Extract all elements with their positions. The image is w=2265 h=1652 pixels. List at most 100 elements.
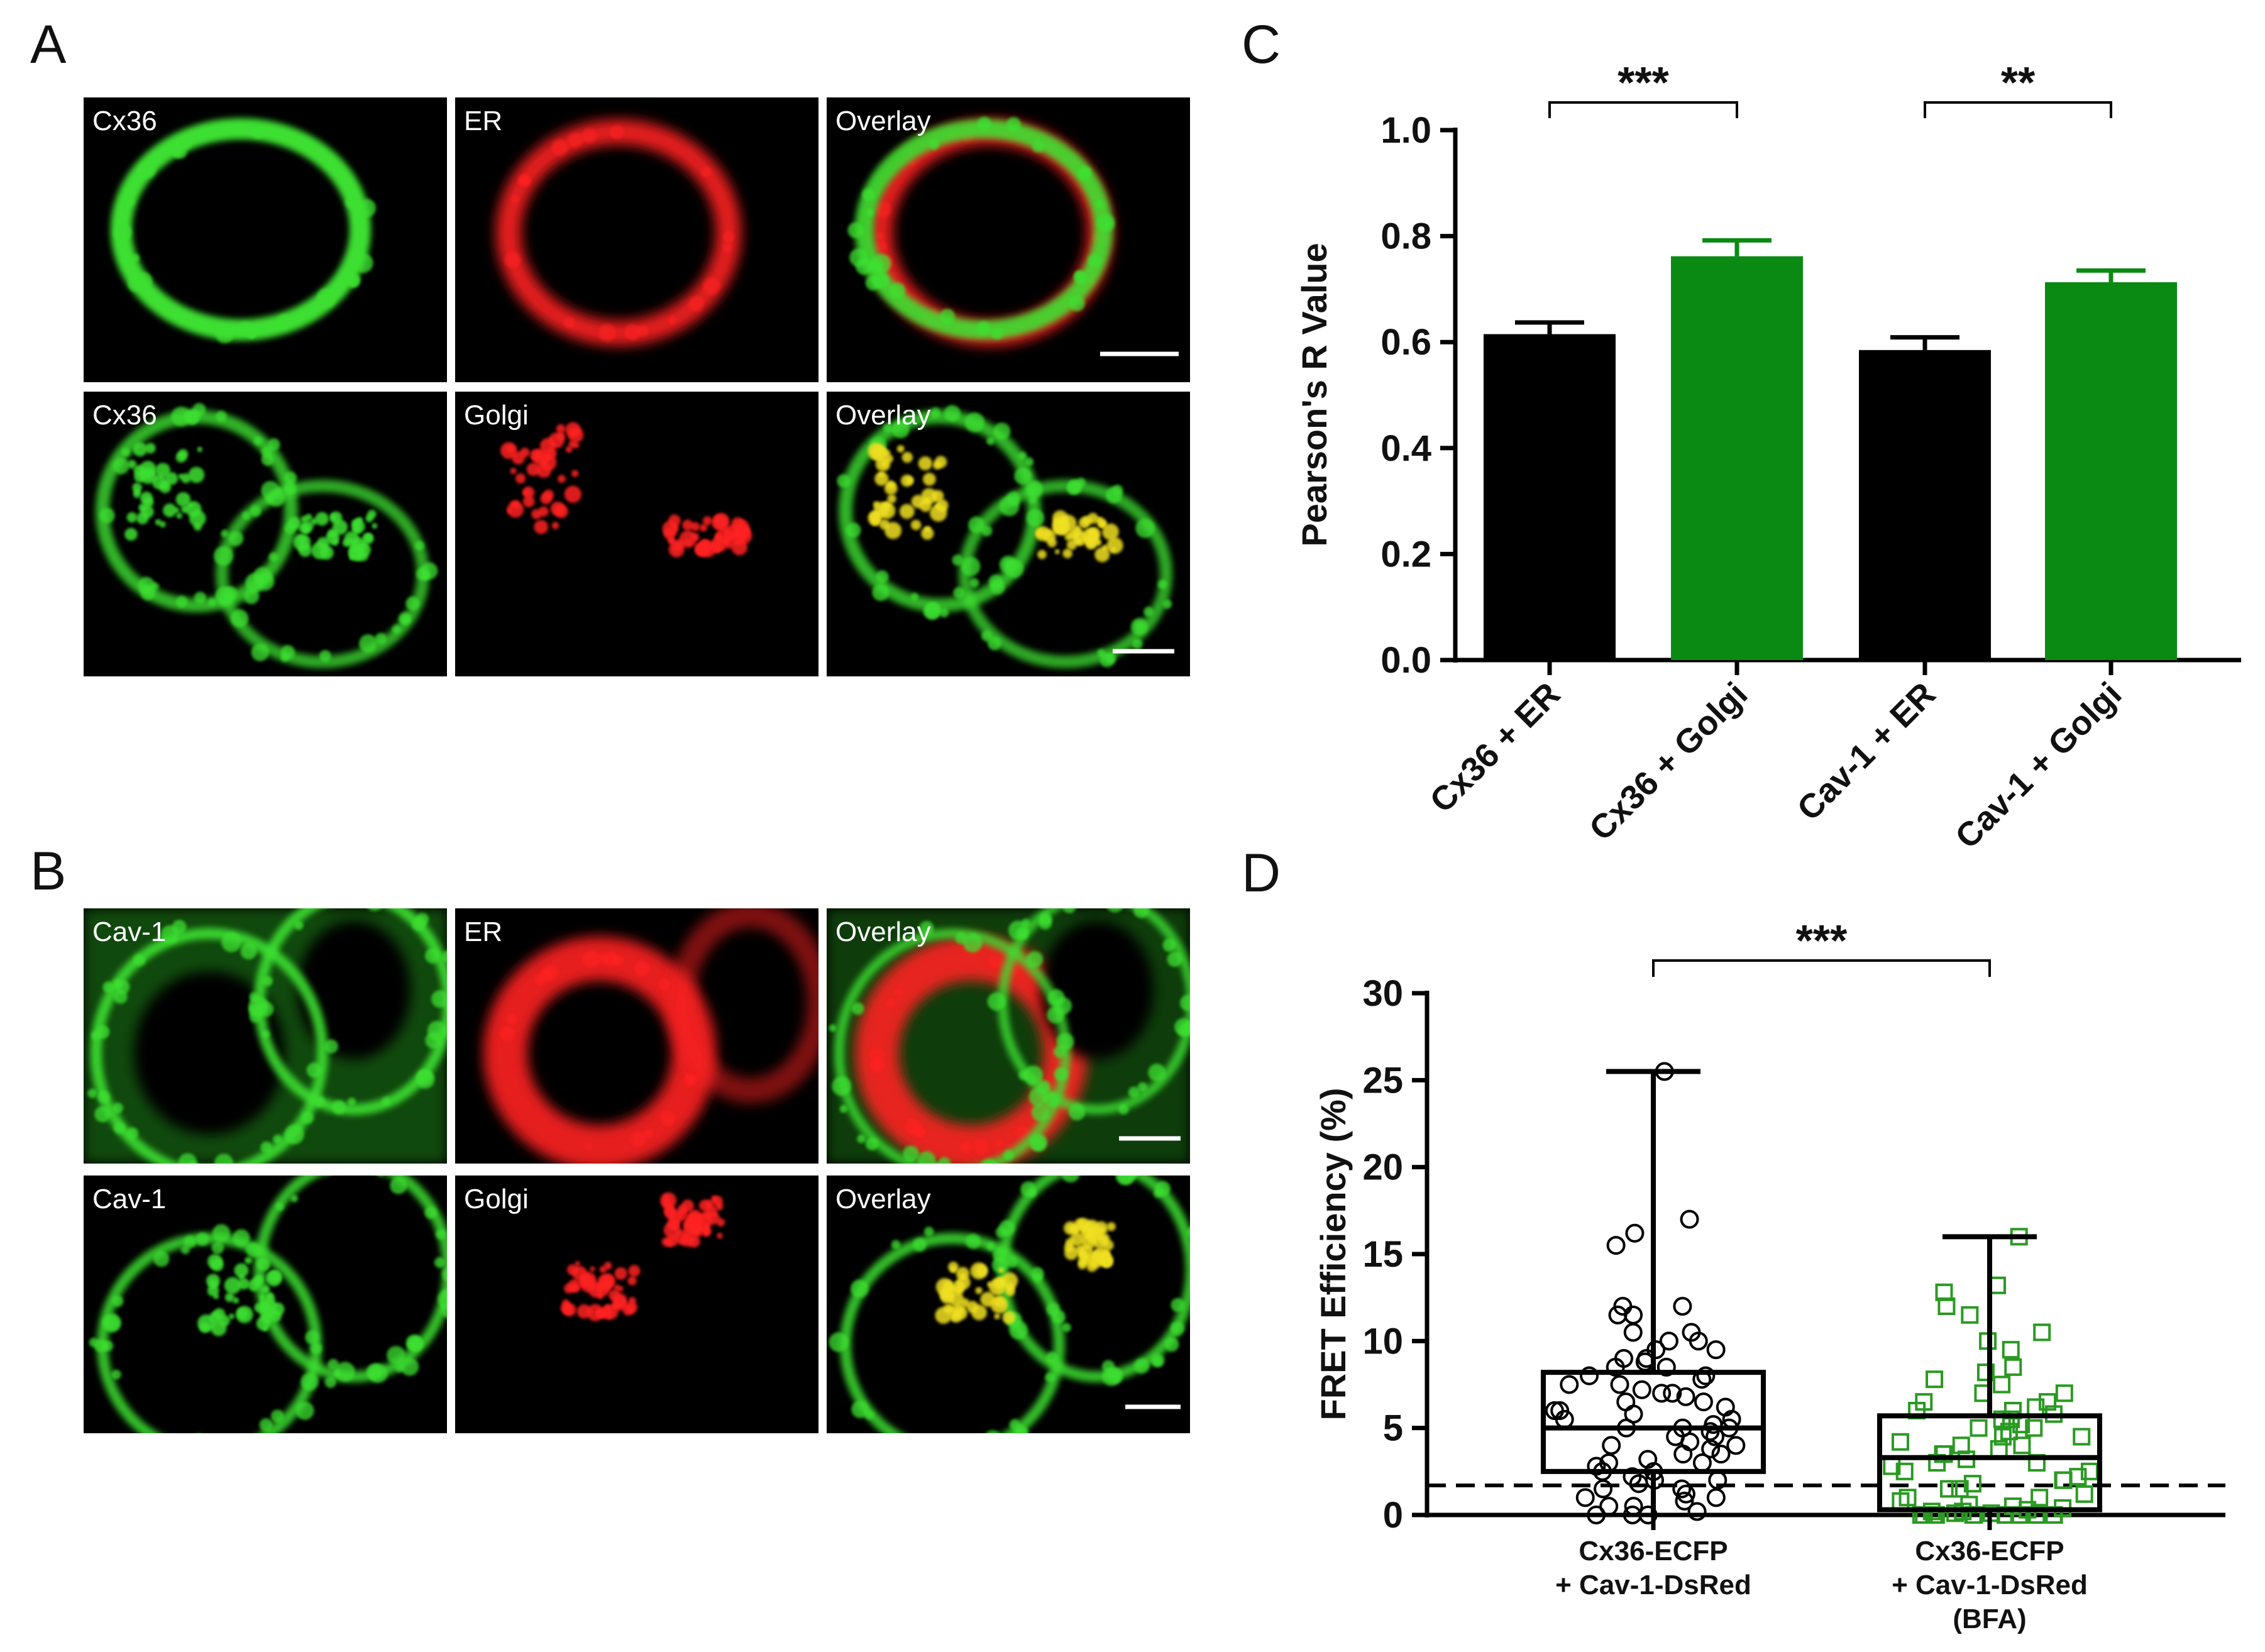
puncta (345, 195, 359, 209)
golgi-speck (1059, 514, 1077, 532)
puncta (1062, 908, 1076, 913)
er-speck (668, 316, 676, 324)
er-speck (510, 195, 519, 203)
y-axis-title: FRET Efficiency (%) (1313, 1088, 1353, 1421)
golgi-speck (576, 1304, 592, 1319)
puncta (250, 505, 262, 517)
golgi-speck (575, 1261, 580, 1267)
puncta (883, 423, 893, 432)
golgi-speck (180, 473, 191, 483)
puncta (113, 458, 130, 475)
puncta (1133, 908, 1149, 918)
golgi-speck (1081, 1256, 1091, 1266)
puncta (215, 586, 234, 605)
golgi-speck (245, 1257, 252, 1264)
y-tick-label: 15 (1362, 1234, 1403, 1275)
golgi-speck (702, 516, 712, 526)
puncta (890, 282, 906, 299)
puncta (1027, 481, 1044, 498)
golgi-speck (1054, 549, 1060, 554)
puncta (378, 1176, 383, 1177)
puncta (961, 556, 981, 576)
data-point (1629, 1474, 1648, 1494)
puncta (986, 1242, 995, 1251)
puncta (829, 1024, 837, 1032)
micrograph-content (496, 119, 741, 346)
golgi-speck (288, 517, 301, 530)
puncta (194, 592, 206, 604)
significance-label: ** (2001, 58, 2036, 107)
puncta (245, 573, 265, 593)
golgi-speck (236, 1308, 248, 1319)
golgi-speck (1047, 537, 1057, 548)
data-point (1625, 1223, 1645, 1243)
y-tick-label: 10 (1362, 1321, 1403, 1362)
y-tick-label: 0.6 (1380, 322, 1431, 363)
panel-letter-d: D (1242, 843, 1281, 903)
puncta (913, 1238, 927, 1252)
golgi-speck (550, 501, 565, 516)
data-point (1675, 1491, 1694, 1511)
puncta (251, 643, 269, 661)
golgi-speck (998, 1267, 1004, 1273)
micrograph-background (455, 1176, 818, 1433)
golgi-speck (213, 1294, 219, 1299)
puncta (1118, 1104, 1129, 1115)
puncta (1026, 509, 1044, 527)
golgi-speck (128, 460, 136, 469)
puncta (290, 1194, 299, 1203)
puncta (431, 990, 447, 1008)
puncta (1054, 1067, 1068, 1082)
golgi-speck (924, 526, 931, 532)
er-speck (875, 201, 891, 218)
puncta (87, 1088, 97, 1098)
golgi-speck (980, 1292, 996, 1307)
puncta (1171, 1321, 1185, 1336)
golgi-speck (911, 495, 925, 509)
golgi-speck (625, 1301, 638, 1314)
golgi-speck (133, 442, 148, 457)
golgi-speck (885, 522, 902, 539)
golgi-speck (899, 504, 915, 519)
golgi-speck (515, 473, 526, 484)
puncta (442, 1267, 447, 1282)
data-point (1993, 1375, 2011, 1394)
puncta (138, 161, 156, 179)
golgi-speck (349, 554, 355, 560)
micrograph-label: Golgi (464, 400, 529, 431)
puncta (268, 490, 285, 507)
micrograph-content (89, 1176, 447, 1433)
er-speck (658, 978, 670, 990)
golgi-speck (932, 490, 944, 502)
puncta (1132, 639, 1143, 650)
golgi-speck (140, 492, 153, 505)
puncta (991, 328, 1003, 339)
golgi-speck (163, 503, 177, 517)
golgi-speck (1001, 1272, 1018, 1289)
puncta (1099, 653, 1115, 668)
micrograph-tile: Overlay (827, 1176, 1190, 1433)
data-point (1587, 1506, 1606, 1524)
golgi-speck (975, 1287, 983, 1294)
puncta (1185, 1020, 1190, 1030)
golgi-speck (138, 503, 148, 512)
golgi-speck (507, 501, 524, 518)
er-speck (886, 999, 896, 1008)
data-point (1726, 1436, 1746, 1455)
puncta (1096, 200, 1104, 208)
micrograph-content (84, 908, 447, 1164)
puncta (1101, 218, 1111, 228)
puncta (125, 196, 135, 206)
data-point (1926, 1370, 1944, 1389)
puncta (113, 1122, 126, 1134)
golgi-speck (224, 1277, 241, 1294)
er-speck (568, 132, 583, 148)
puncta (1039, 912, 1052, 926)
er-speck (875, 240, 887, 253)
puncta (1028, 1189, 1037, 1198)
golgi-speck (950, 1310, 962, 1323)
data-point (1676, 1484, 1695, 1504)
puncta (851, 1401, 869, 1418)
golgi-speck (682, 519, 693, 531)
golgi-speck (901, 451, 913, 463)
